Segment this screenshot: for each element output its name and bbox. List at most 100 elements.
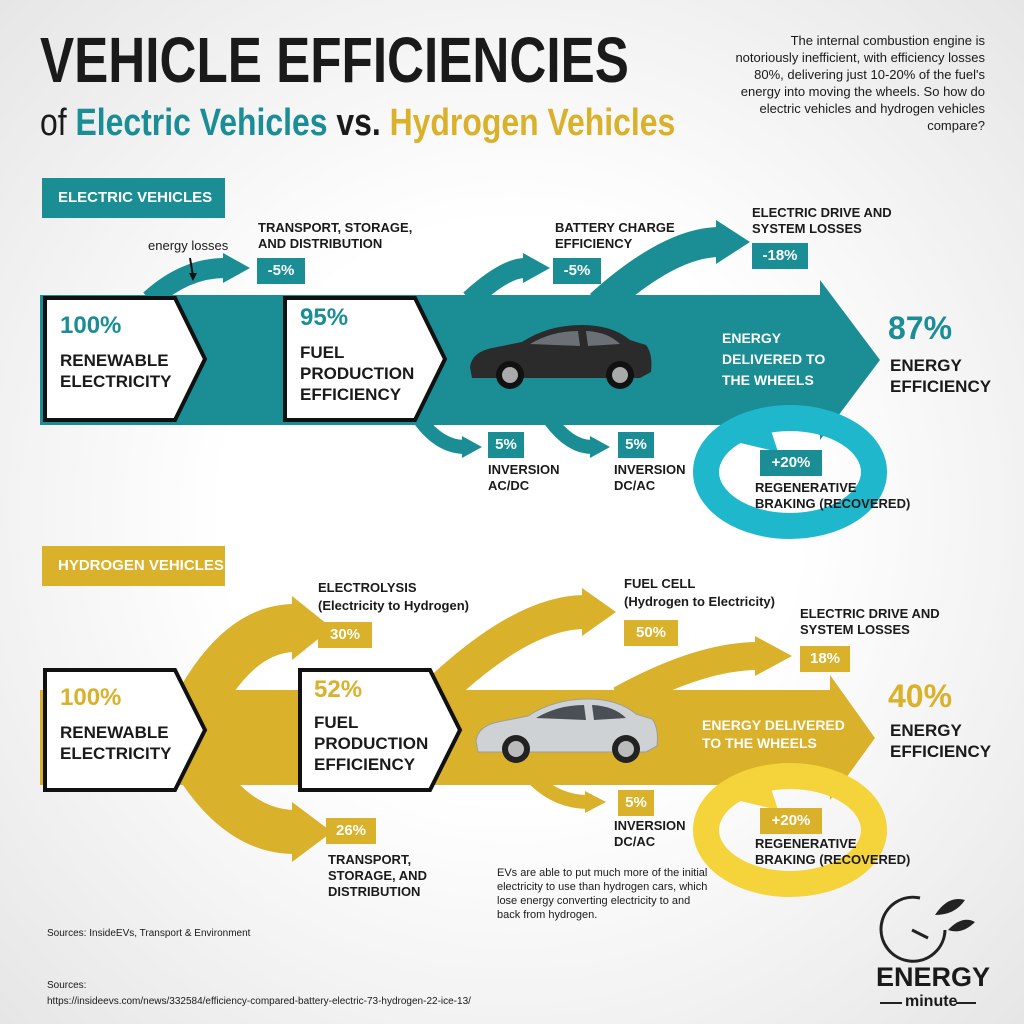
rim xyxy=(612,367,628,383)
ev-tag: ELECTRIC VEHICLES xyxy=(42,178,225,218)
hv-result-label: ENERGY EFFICIENCY xyxy=(890,721,992,761)
hv-tag: HYDROGEN VEHICLES xyxy=(42,546,225,586)
ev-result-value: 87% xyxy=(888,310,953,346)
logo-top: ENERGY xyxy=(876,962,991,992)
hv-fuelcell-value: 50% xyxy=(624,620,678,646)
ev-dcac-label: INVERSION DC/AC xyxy=(614,462,686,493)
ev-regen-head xyxy=(728,412,778,452)
ev-battery-label: BATTERY CHARGE EFFICIENCY xyxy=(555,220,675,251)
ev-transport-label: TRANSPORT, STORAGE, AND DISTRIBUTION xyxy=(258,220,413,251)
ev-regen-loop xyxy=(693,405,887,539)
ev-branch xyxy=(463,258,526,308)
ev-fuel-box xyxy=(283,296,448,422)
ev-source-value: 100% xyxy=(60,312,122,339)
sources-url: https://insideevs.com/news/332584/effici… xyxy=(47,996,471,1007)
hv-regen-value: +20% xyxy=(760,808,822,834)
logo-icon xyxy=(879,895,976,1004)
ev-source-box xyxy=(43,296,208,422)
car-window xyxy=(530,331,620,346)
hv-drive-value: 18% xyxy=(800,646,850,672)
ev-car xyxy=(470,325,652,389)
note: EVs are able to put much more of the ini… xyxy=(497,867,708,921)
hv-result-value: 40% xyxy=(888,678,953,714)
hv-electrolysis-value: 30% xyxy=(318,622,372,648)
ev-branch-head xyxy=(223,253,250,283)
ev-flows xyxy=(40,220,880,458)
hv-source-box xyxy=(43,668,208,792)
subtitle-vs: vs. xyxy=(336,102,381,144)
hv-fuel-label: FUEL PRODUCTION EFFICIENCY xyxy=(314,713,429,774)
energy-losses: energy losses xyxy=(148,238,229,253)
hv-dcac-value: 5% xyxy=(618,790,654,816)
hv-regen-label: REGENERATIVE BRAKING (RECOVERED) xyxy=(755,836,911,867)
ev-regen-label: REGENERATIVE BRAKING (RECOVERED) xyxy=(755,480,911,511)
ev-branch-head xyxy=(523,253,550,283)
ev-branch xyxy=(589,227,721,317)
ev-acdc-label: INVERSION AC/DC xyxy=(488,462,560,493)
ev-branch xyxy=(143,258,226,308)
rim xyxy=(618,741,634,757)
subtitle: of Electric Vehicles vs. Hydrogen Vehicl… xyxy=(40,100,675,146)
ev-source-label: RENEWABLE ELECTRICITY xyxy=(60,351,172,391)
ev-branch-head xyxy=(462,436,482,458)
hv-car xyxy=(475,698,658,763)
hv-branch xyxy=(168,604,297,731)
ev-drive-value: -18% xyxy=(752,243,808,269)
ev-branch xyxy=(544,415,593,454)
hv-delivered: ENERGY DELIVERED TO THE WHEELS xyxy=(702,717,845,751)
leaves xyxy=(935,899,975,932)
subtitle-ev: Electric Vehicles xyxy=(75,102,328,144)
ev-transport-value: -5% xyxy=(257,258,305,284)
car-window xyxy=(536,705,626,720)
ev-regen-value: +20% xyxy=(760,450,822,476)
rim xyxy=(508,741,524,757)
rim xyxy=(502,367,518,383)
hv-dcac-label: INVERSION DC/AC xyxy=(614,818,686,849)
ev-main-arrow xyxy=(40,280,880,440)
hv-branch xyxy=(613,642,759,713)
hv-fuelcell-sub: (Hydrogen to Electricity) xyxy=(624,594,775,609)
logo-bottom: minute xyxy=(905,993,958,1010)
hv-electrolysis-label: ELECTROLYSIS xyxy=(318,580,417,595)
ev-acdc-value: 5% xyxy=(488,432,524,458)
hv-regen-head xyxy=(728,770,778,810)
ev-dcac-value: 5% xyxy=(618,432,654,458)
hv-transport-value: 26% xyxy=(326,818,376,844)
hv-branch-head xyxy=(585,791,606,813)
hv-fuelcell-label: FUEL CELL xyxy=(624,576,696,591)
ev-branch-head xyxy=(716,220,750,264)
clock-ring xyxy=(879,895,947,963)
sources-label: Sources: xyxy=(47,980,87,991)
ev-branch xyxy=(414,415,466,454)
hv-branch xyxy=(171,743,297,854)
hv-electrolysis-sub: (Electricity to Hydrogen) xyxy=(318,598,469,613)
hv-branch xyxy=(418,595,586,713)
hv-branch-head xyxy=(582,588,616,636)
hv-branch xyxy=(530,774,589,809)
ev-fuel-label: FUEL PRODUCTION EFFICIENCY xyxy=(300,343,415,404)
hv-branch-head xyxy=(292,802,332,862)
clock-hand xyxy=(911,928,929,940)
ev-delivered: ENERGY DELIVERED TO THE WHEELS xyxy=(722,330,826,388)
hv-regen-loop xyxy=(693,763,887,897)
sources-short: Sources: InsideEVs, Transport & Environm… xyxy=(47,928,251,939)
pointer-head xyxy=(189,273,197,281)
hv-source-value: 100% xyxy=(60,684,122,711)
hv-drive-label: ELECTRIC DRIVE AND SYSTEM LOSSES xyxy=(800,606,940,637)
hv-branch-head xyxy=(292,596,332,660)
title: VEHICLE EFFICIENCIES xyxy=(40,24,629,96)
hv-fuel-value: 52% xyxy=(314,676,363,703)
subtitle-hv: Hydrogen Vehicles xyxy=(389,102,676,144)
hv-source-label: RENEWABLE ELECTRICITY xyxy=(60,723,172,763)
hv-transport-label: TRANSPORT, STORAGE, AND DISTRIBUTION xyxy=(328,852,427,899)
subtitle-of: of xyxy=(40,102,67,144)
intro: The internal combustion engine is notori… xyxy=(735,33,985,133)
ev-branch-head xyxy=(590,436,610,458)
hv-fuel-box xyxy=(298,668,463,792)
ev-fuel-value: 95% xyxy=(300,304,349,331)
ev-result-label: ENERGY EFFICIENCY xyxy=(890,356,992,396)
hv-branch-head xyxy=(755,636,792,676)
ev-battery-value: -5% xyxy=(553,258,601,284)
